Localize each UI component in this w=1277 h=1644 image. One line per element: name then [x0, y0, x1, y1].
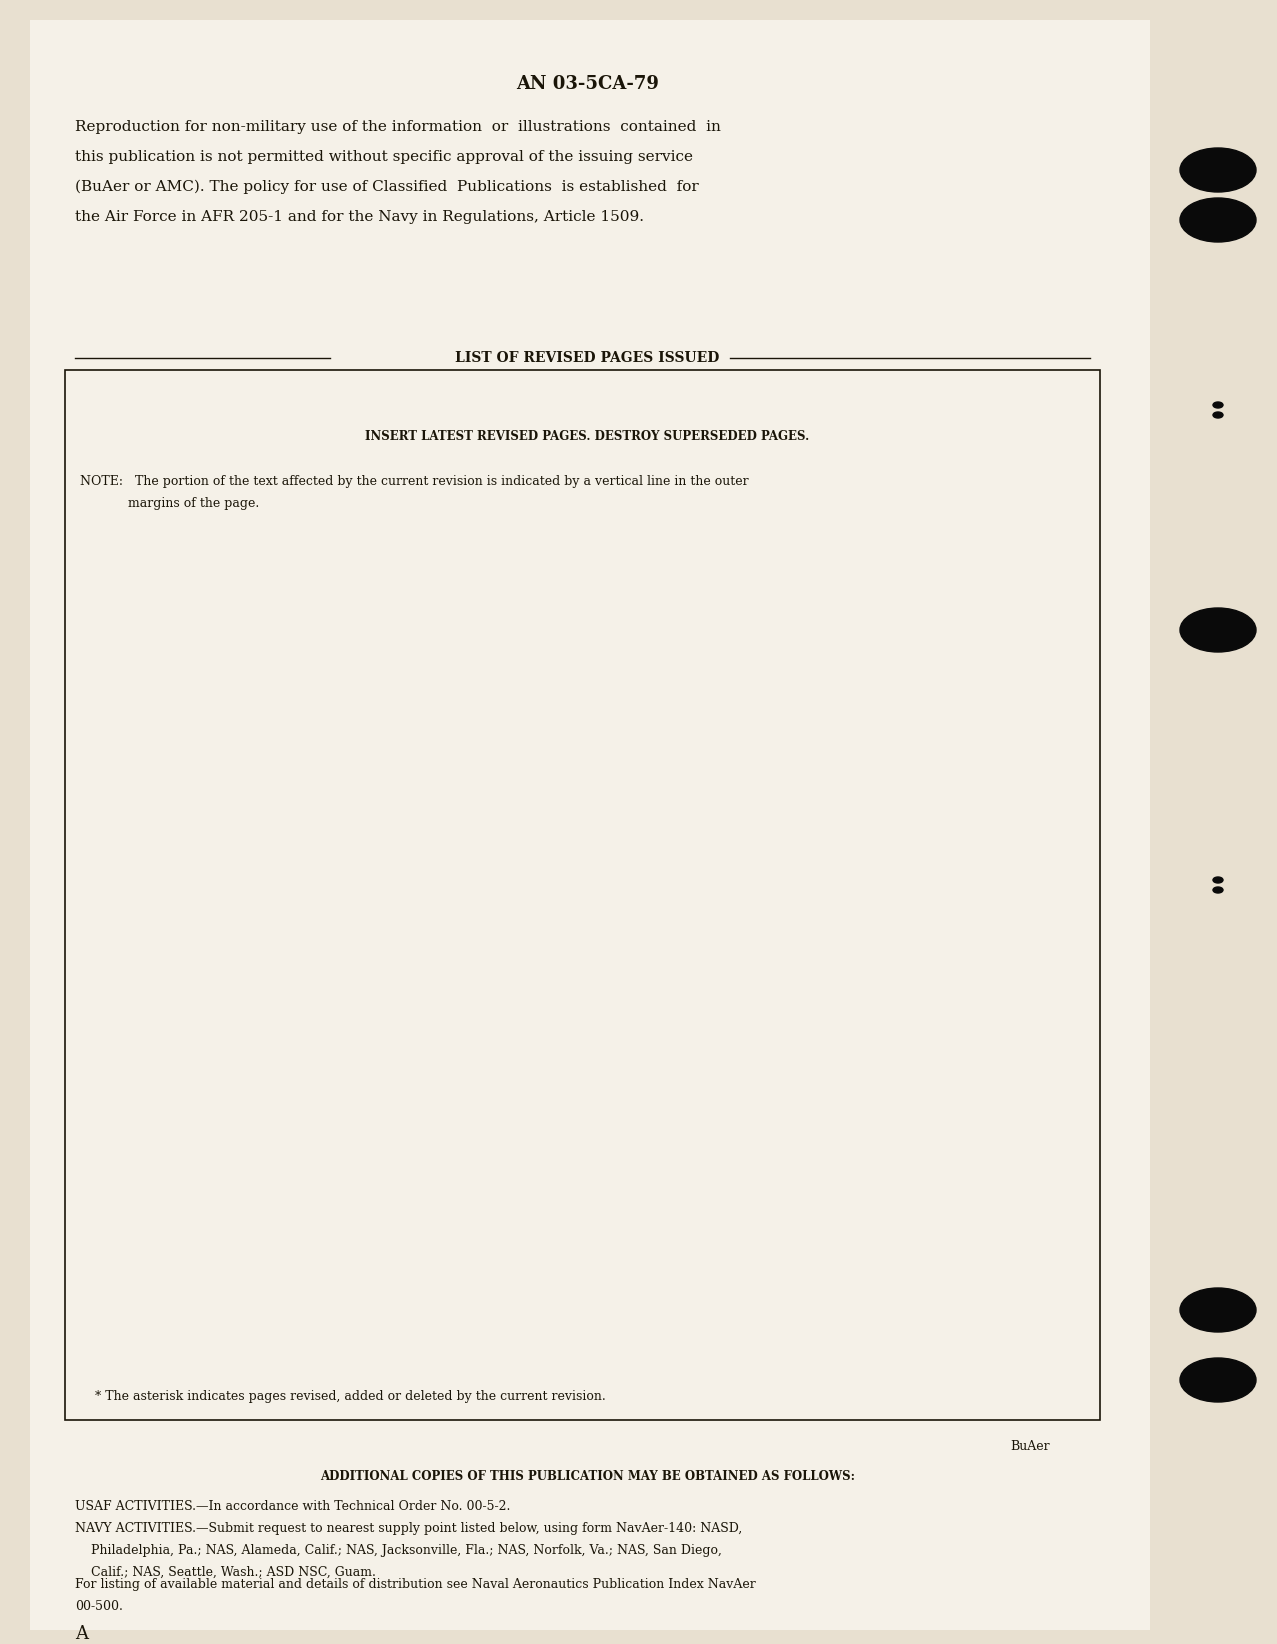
Text: A: A	[75, 1624, 88, 1642]
Text: Calif.; NAS, Seattle, Wash.; ASD NSC, Guam.: Calif.; NAS, Seattle, Wash.; ASD NSC, Gu…	[75, 1567, 375, 1578]
Ellipse shape	[1180, 197, 1257, 242]
Text: USAF ACTIVITIES.—In accordance with Technical Order No. 00-5-2.: USAF ACTIVITIES.—In accordance with Tech…	[75, 1499, 511, 1512]
Text: 00-500.: 00-500.	[75, 1600, 123, 1613]
Text: NOTE:   The portion of the text affected by the current revision is indicated by: NOTE: The portion of the text affected b…	[80, 475, 748, 488]
Ellipse shape	[1180, 1287, 1257, 1332]
Text: BuAer: BuAer	[1010, 1440, 1050, 1453]
Text: For listing of available material and details of distribution see Naval Aeronaut: For listing of available material and de…	[75, 1578, 756, 1591]
Text: Reproduction for non-military use of the information  or  illustrations  contain: Reproduction for non-military use of the…	[75, 120, 722, 135]
Text: the Air Force in AFR 205-1 and for the Navy in Regulations, Article 1509.: the Air Force in AFR 205-1 and for the N…	[75, 210, 644, 224]
Ellipse shape	[1213, 876, 1223, 883]
Text: INSERT LATEST REVISED PAGES. DESTROY SUPERSEDED PAGES.: INSERT LATEST REVISED PAGES. DESTROY SUP…	[365, 431, 810, 442]
Ellipse shape	[1180, 608, 1257, 653]
Text: Philadelphia, Pa.; NAS, Alameda, Calif.; NAS, Jacksonville, Fla.; NAS, Norfolk, : Philadelphia, Pa.; NAS, Alameda, Calif.;…	[75, 1544, 722, 1557]
Ellipse shape	[1180, 1358, 1257, 1402]
Text: this publication is not permitted without specific approval of the issuing servi: this publication is not permitted withou…	[75, 150, 693, 164]
Ellipse shape	[1180, 148, 1257, 192]
Text: margins of the page.: margins of the page.	[80, 496, 259, 510]
Bar	[29, 20, 1151, 1629]
Text: ADDITIONAL COPIES OF THIS PUBLICATION MAY BE OBTAINED AS FOLLOWS:: ADDITIONAL COPIES OF THIS PUBLICATION MA…	[321, 1470, 854, 1483]
Text: NAVY ACTIVITIES.—Submit request to nearest supply point listed below, using form: NAVY ACTIVITIES.—Submit request to neare…	[75, 1522, 742, 1535]
Text: * The asterisk indicates pages revised, added or deleted by the current revision: * The asterisk indicates pages revised, …	[94, 1389, 605, 1402]
Bar	[65, 370, 1099, 1420]
Text: (BuAer or AMC). The policy for use of Classified  Publications  is established  : (BuAer or AMC). The policy for use of Cl…	[75, 179, 699, 194]
Ellipse shape	[1213, 888, 1223, 893]
Text: AN 03-5CA-79: AN 03-5CA-79	[516, 76, 659, 94]
Ellipse shape	[1213, 413, 1223, 418]
Text: LIST OF REVISED PAGES ISSUED: LIST OF REVISED PAGES ISSUED	[455, 352, 720, 365]
Ellipse shape	[1213, 403, 1223, 408]
